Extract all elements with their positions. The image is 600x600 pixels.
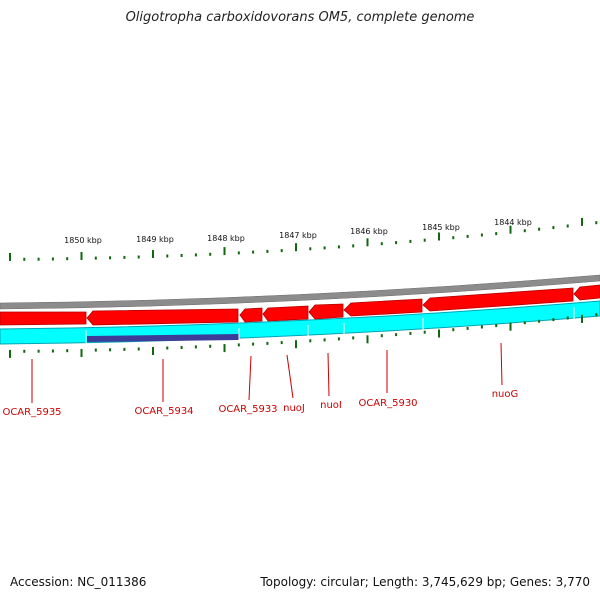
- kbp-label: 1844 kbp: [494, 218, 532, 227]
- gene-label-nuog: nuoG: [492, 389, 519, 400]
- backbone-band: [0, 274, 600, 310]
- gene-arrow-ocar-5935: [0, 311, 87, 326]
- kbp-label: 1850 kbp: [64, 236, 102, 245]
- gene-label-ocar-5934: OCAR_5934: [134, 406, 193, 417]
- gene-arrow-nuoi: [308, 303, 344, 320]
- gene-arrow-ocar-5934: [86, 308, 239, 326]
- gene-label-ocar-5935: OCAR_5935: [2, 407, 61, 418]
- leader-nuoj: [286, 354, 294, 399]
- gene-label-nuoj: nuoJ: [283, 403, 305, 414]
- map-title: Oligotropha carboxidovorans OM5, complet…: [125, 10, 475, 25]
- gene-arrow-ocar-5933: [239, 307, 263, 323]
- accession-text: Accession: NC_011386: [10, 575, 147, 589]
- kbp-labels: 1850 kbp 1849 kbp 1848 kbp 1847 kbp 1846…: [64, 218, 532, 245]
- kbp-label: 1845 kbp: [422, 223, 460, 232]
- leader-ocar-5933: [248, 355, 252, 401]
- upper-tick-row: [9, 217, 598, 261]
- gene-arrows: [0, 284, 600, 326]
- leader-nuoi: [327, 352, 330, 397]
- gene-arrow-nuoj: [262, 305, 309, 322]
- gene-leader-lines: [31, 342, 503, 403]
- genome-summary-text: Topology: circular; Length: 3,745,629 bp…: [260, 575, 590, 589]
- lower-tick-row: [9, 313, 598, 358]
- kbp-label: 1847 kbp: [279, 231, 317, 240]
- gene-label-ocar-5933: OCAR_5933: [218, 404, 277, 415]
- cds-dividers: [85, 307, 575, 343]
- leader-nuog: [500, 342, 503, 386]
- kbp-label: 1848 kbp: [207, 234, 245, 243]
- gene-label-nuoi: nuoI: [320, 400, 342, 411]
- kbp-label: 1846 kbp: [350, 227, 388, 236]
- gene-arrow-ocar-5930: [343, 298, 423, 317]
- kbp-label: 1849 kbp: [136, 235, 174, 244]
- gene-arrow-next: [573, 284, 600, 301]
- gene-labels: OCAR_5935 OCAR_5934 OCAR_5933 nuoJ nuoI …: [2, 389, 518, 418]
- gene-label-ocar-5930: OCAR_5930: [358, 398, 417, 409]
- gene-arrow-nuog: [422, 287, 574, 312]
- highlighted-cds: [87, 334, 239, 342]
